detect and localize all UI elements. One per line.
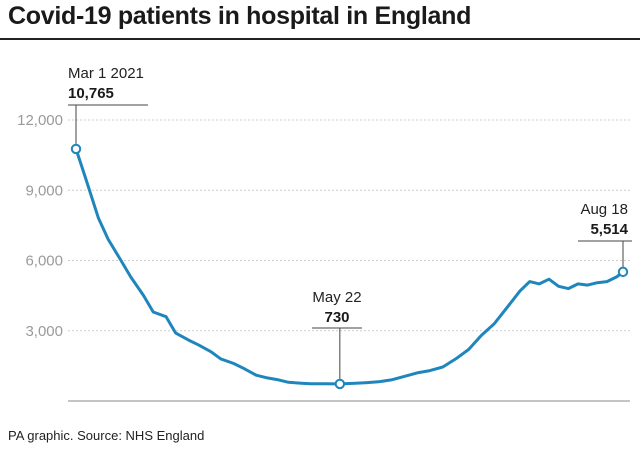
annotation-marker <box>334 378 346 390</box>
annotation-value: 730 <box>324 309 349 326</box>
series-line <box>74 147 625 386</box>
y-tick-label: 3,000 <box>25 323 63 340</box>
y-tick-label: 9,000 <box>25 182 63 199</box>
annotation-marker <box>70 143 82 155</box>
annotation-value: 5,514 <box>590 221 628 238</box>
annotation-marker <box>617 266 629 278</box>
title-rule <box>0 38 640 40</box>
annotation-labels: Mar 1 2021 10,765 May 22 730 Aug 18 5,514 <box>68 65 629 326</box>
annotation-markers <box>70 143 629 390</box>
y-axis-ticks: 3,000 6,000 9,000 12,000 <box>17 112 63 340</box>
annotation-leaders <box>68 104 632 380</box>
grid-lines <box>68 119 630 402</box>
chart-title: Covid-19 patients in hospital in England <box>8 2 472 30</box>
annotation-date: May 22 <box>312 289 361 306</box>
y-tick-label: 6,000 <box>25 253 63 270</box>
y-tick-label: 12,000 <box>17 112 63 129</box>
annotation-date: Aug 18 <box>580 201 628 218</box>
annotation-date: Mar 1 2021 <box>68 65 144 82</box>
source-note: PA graphic. Source: NHS England <box>8 428 205 443</box>
annotation-value: 10,765 <box>68 85 114 102</box>
